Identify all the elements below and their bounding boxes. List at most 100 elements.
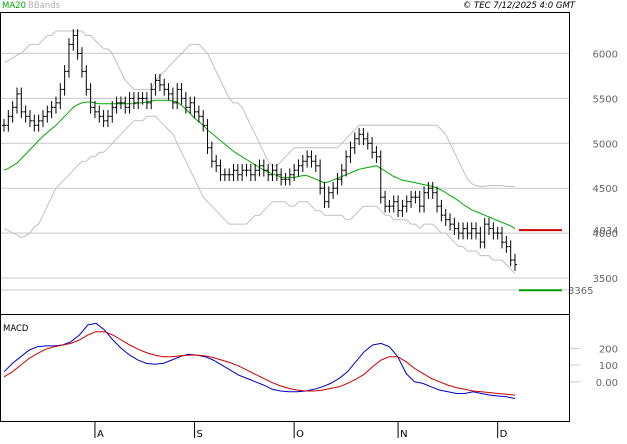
price-bar [500,226,505,249]
price-bar [45,105,50,123]
price-bar [53,96,58,114]
price-bar [409,190,414,208]
price-bar [283,172,288,186]
x-tick-label: S [197,429,203,440]
lower-bollinger-band [3,115,516,274]
price-bar [192,96,197,119]
price-bar [49,101,54,119]
price-bar [487,217,492,235]
price-bar [84,65,89,96]
price-bar [318,159,323,195]
price-bar [305,150,310,168]
x-tick-label: O [296,429,304,440]
price-bar [131,92,136,110]
price-bar [2,119,6,132]
price-bar [365,132,370,150]
price-bar [261,159,266,177]
price-bar [157,74,162,92]
price-bar [335,172,340,195]
price-y-tick-label: 6000 [593,49,618,60]
price-bar [378,150,383,204]
legend-bbands: BBands [28,1,61,11]
price-y-axis: 3500 4000 4500 5000 5500 6000 [593,49,618,285]
price-bar [313,154,318,173]
price-bar [344,150,349,177]
price-bar [274,163,279,182]
price-bar [292,163,297,182]
price-bar [374,145,379,164]
price-levels: 4034 3365 [519,226,618,297]
price-bar [478,226,483,249]
price-bar [36,114,41,132]
price-bar [391,195,396,213]
price-bar [253,163,258,182]
macd-line [3,322,516,399]
price-bar [348,141,353,164]
price-bar [188,96,193,114]
price-bar [257,159,262,177]
price-bar [123,96,128,114]
x-tick-label: N [400,429,407,440]
price-bar [296,159,301,177]
price-bar [404,195,409,213]
price-bar [387,199,392,213]
price-bar [136,92,141,110]
price-bar [110,101,115,123]
price-bar [413,190,418,204]
price-bar [491,222,496,240]
price-bar [331,181,336,199]
price-bar [495,226,500,240]
copyright-text: © TEC 7/12/2025 4:0 GMT [463,1,576,11]
price-bar [474,222,479,240]
price-bar [461,222,466,240]
macd-gridlines [570,347,580,383]
price-bar [162,78,167,96]
price-bars [2,29,517,271]
price-bar [222,168,227,182]
price-bar [426,181,431,199]
price-panel-frame [0,12,570,315]
price-bar [118,96,123,110]
macd-title: MACD [3,324,29,334]
price-bar [287,168,292,186]
price-bar [58,83,63,110]
macd-panel-frame [0,314,570,422]
price-bar [40,110,45,128]
price-bar [97,105,102,123]
macd-y-axis: 0.00 100 200 [596,344,618,388]
price-bar [435,186,440,213]
x-tick-label: D [500,429,508,440]
price-bar [339,163,344,186]
price-bar [248,163,253,182]
price-bar [439,199,444,222]
support-label: 3365 [568,286,593,297]
price-bar [513,253,517,271]
price-bar [201,110,206,132]
price-bar [170,87,175,110]
price-bar [452,217,457,235]
price-bar [396,195,401,217]
price-bar [75,29,80,60]
price-bar [235,163,240,182]
price-bar [357,128,362,146]
price-bar [465,222,470,240]
price-bar [62,65,67,96]
macd-panel: 0.00 100 200 MACD [0,314,618,422]
price-bar [144,92,149,110]
x-tick-label: A [97,429,104,440]
price-bar [361,128,366,146]
price-bar [422,186,427,213]
macd-y-tick-label: 100 [599,361,618,372]
price-bar [469,222,474,240]
price-bar [209,141,214,168]
price-bar [430,181,435,199]
price-bar [127,92,132,114]
price-bar [448,213,453,231]
price-bar [10,101,15,123]
price-bar [205,119,210,155]
price-bar [71,29,76,51]
price-gridlines [0,52,570,291]
price-bar [114,96,119,114]
